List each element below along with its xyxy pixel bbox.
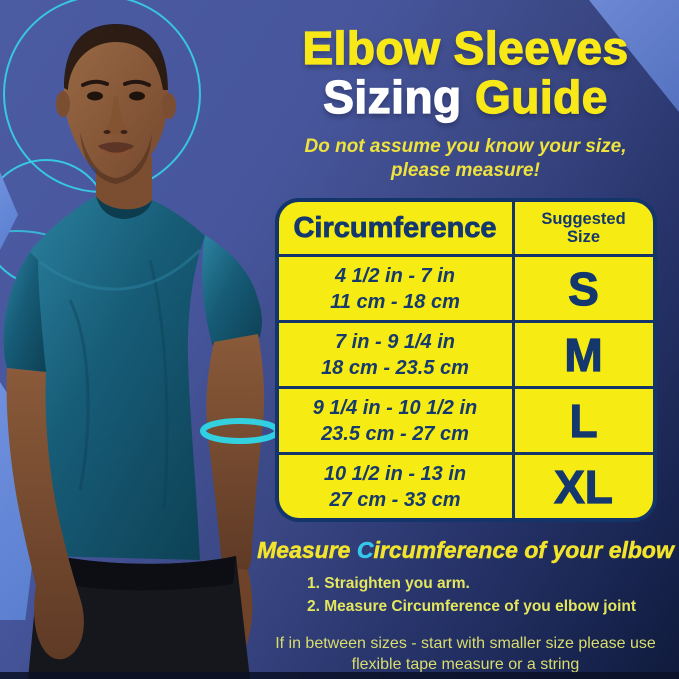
model-right-arm <box>206 334 265 570</box>
model-shirt <box>11 196 205 560</box>
measure-heading-rest: ircumference of your elbow <box>373 537 674 564</box>
model-left-sleeve <box>3 252 46 372</box>
table-row-s-range: 4 1/2 in - 7 in 11 cm - 18 cm <box>278 254 512 320</box>
model-ear-right <box>162 93 176 119</box>
title-line2-word1: Sizing <box>323 70 462 123</box>
table-header-circumference: Circumference <box>293 211 497 244</box>
title-line2-word2: Guide <box>474 70 608 123</box>
subtitle: Do not assume you know your size, please… <box>252 135 679 184</box>
table-row-s-size: S <box>511 254 653 321</box>
table-row-xl-range: 10 1/2 in - 13 in 27 cm - 33 cm <box>278 452 512 518</box>
table-row-l-size: L <box>511 386 653 453</box>
page-title: Elbow Sleeves Sizing Guide <box>252 22 679 123</box>
measure-heading-cyan-c: C <box>356 537 374 564</box>
subtitle-line2: please measure! <box>391 159 540 181</box>
measure-steps: 1. Straighten you arm. 2. Measure Circum… <box>307 573 679 618</box>
measure-heading-word: Measure <box>257 537 351 564</box>
measure-heading: Measure Circumference of your elbow <box>252 537 679 564</box>
note-line2: flexible tape measure or a string <box>351 656 580 674</box>
model-waistband <box>40 552 236 591</box>
model-collar <box>96 196 152 219</box>
note-line1: If in between sizes - start with smaller… <box>275 635 656 653</box>
model-photo <box>3 24 280 679</box>
measure-step-1: 1. Straighten you arm. <box>307 575 470 593</box>
content-panel: Elbow Sleeves Sizing Guide Do not assume… <box>252 0 679 675</box>
model-right-sleeve <box>202 235 262 344</box>
table-row-xl-size: XL <box>511 452 653 519</box>
table-row-l-range: 9 1/4 in - 10 1/2 in 23.5 cm - 27 cm <box>278 386 512 452</box>
model-hair <box>64 24 168 90</box>
sizing-table: Circumference Suggested Size 4 1/2 in - … <box>274 198 657 523</box>
bottom-edge-strip <box>0 672 679 679</box>
between-sizes-note: If in between sizes - start with smaller… <box>252 633 679 675</box>
table-row-m-size: M <box>511 320 653 387</box>
subtitle-line1: Do not assume you know your size, <box>304 135 627 157</box>
table-header-suggested-size: Suggested Size <box>511 202 653 255</box>
model-ear-left <box>56 91 70 117</box>
title-line1: Elbow Sleeves <box>302 22 629 74</box>
table-row-m-range: 7 in - 9 1/4 in 18 cm - 23.5 cm <box>278 320 512 386</box>
model-left-arm <box>6 368 84 660</box>
measure-step-2: 2. Measure Circumference of you elbow jo… <box>307 597 637 615</box>
